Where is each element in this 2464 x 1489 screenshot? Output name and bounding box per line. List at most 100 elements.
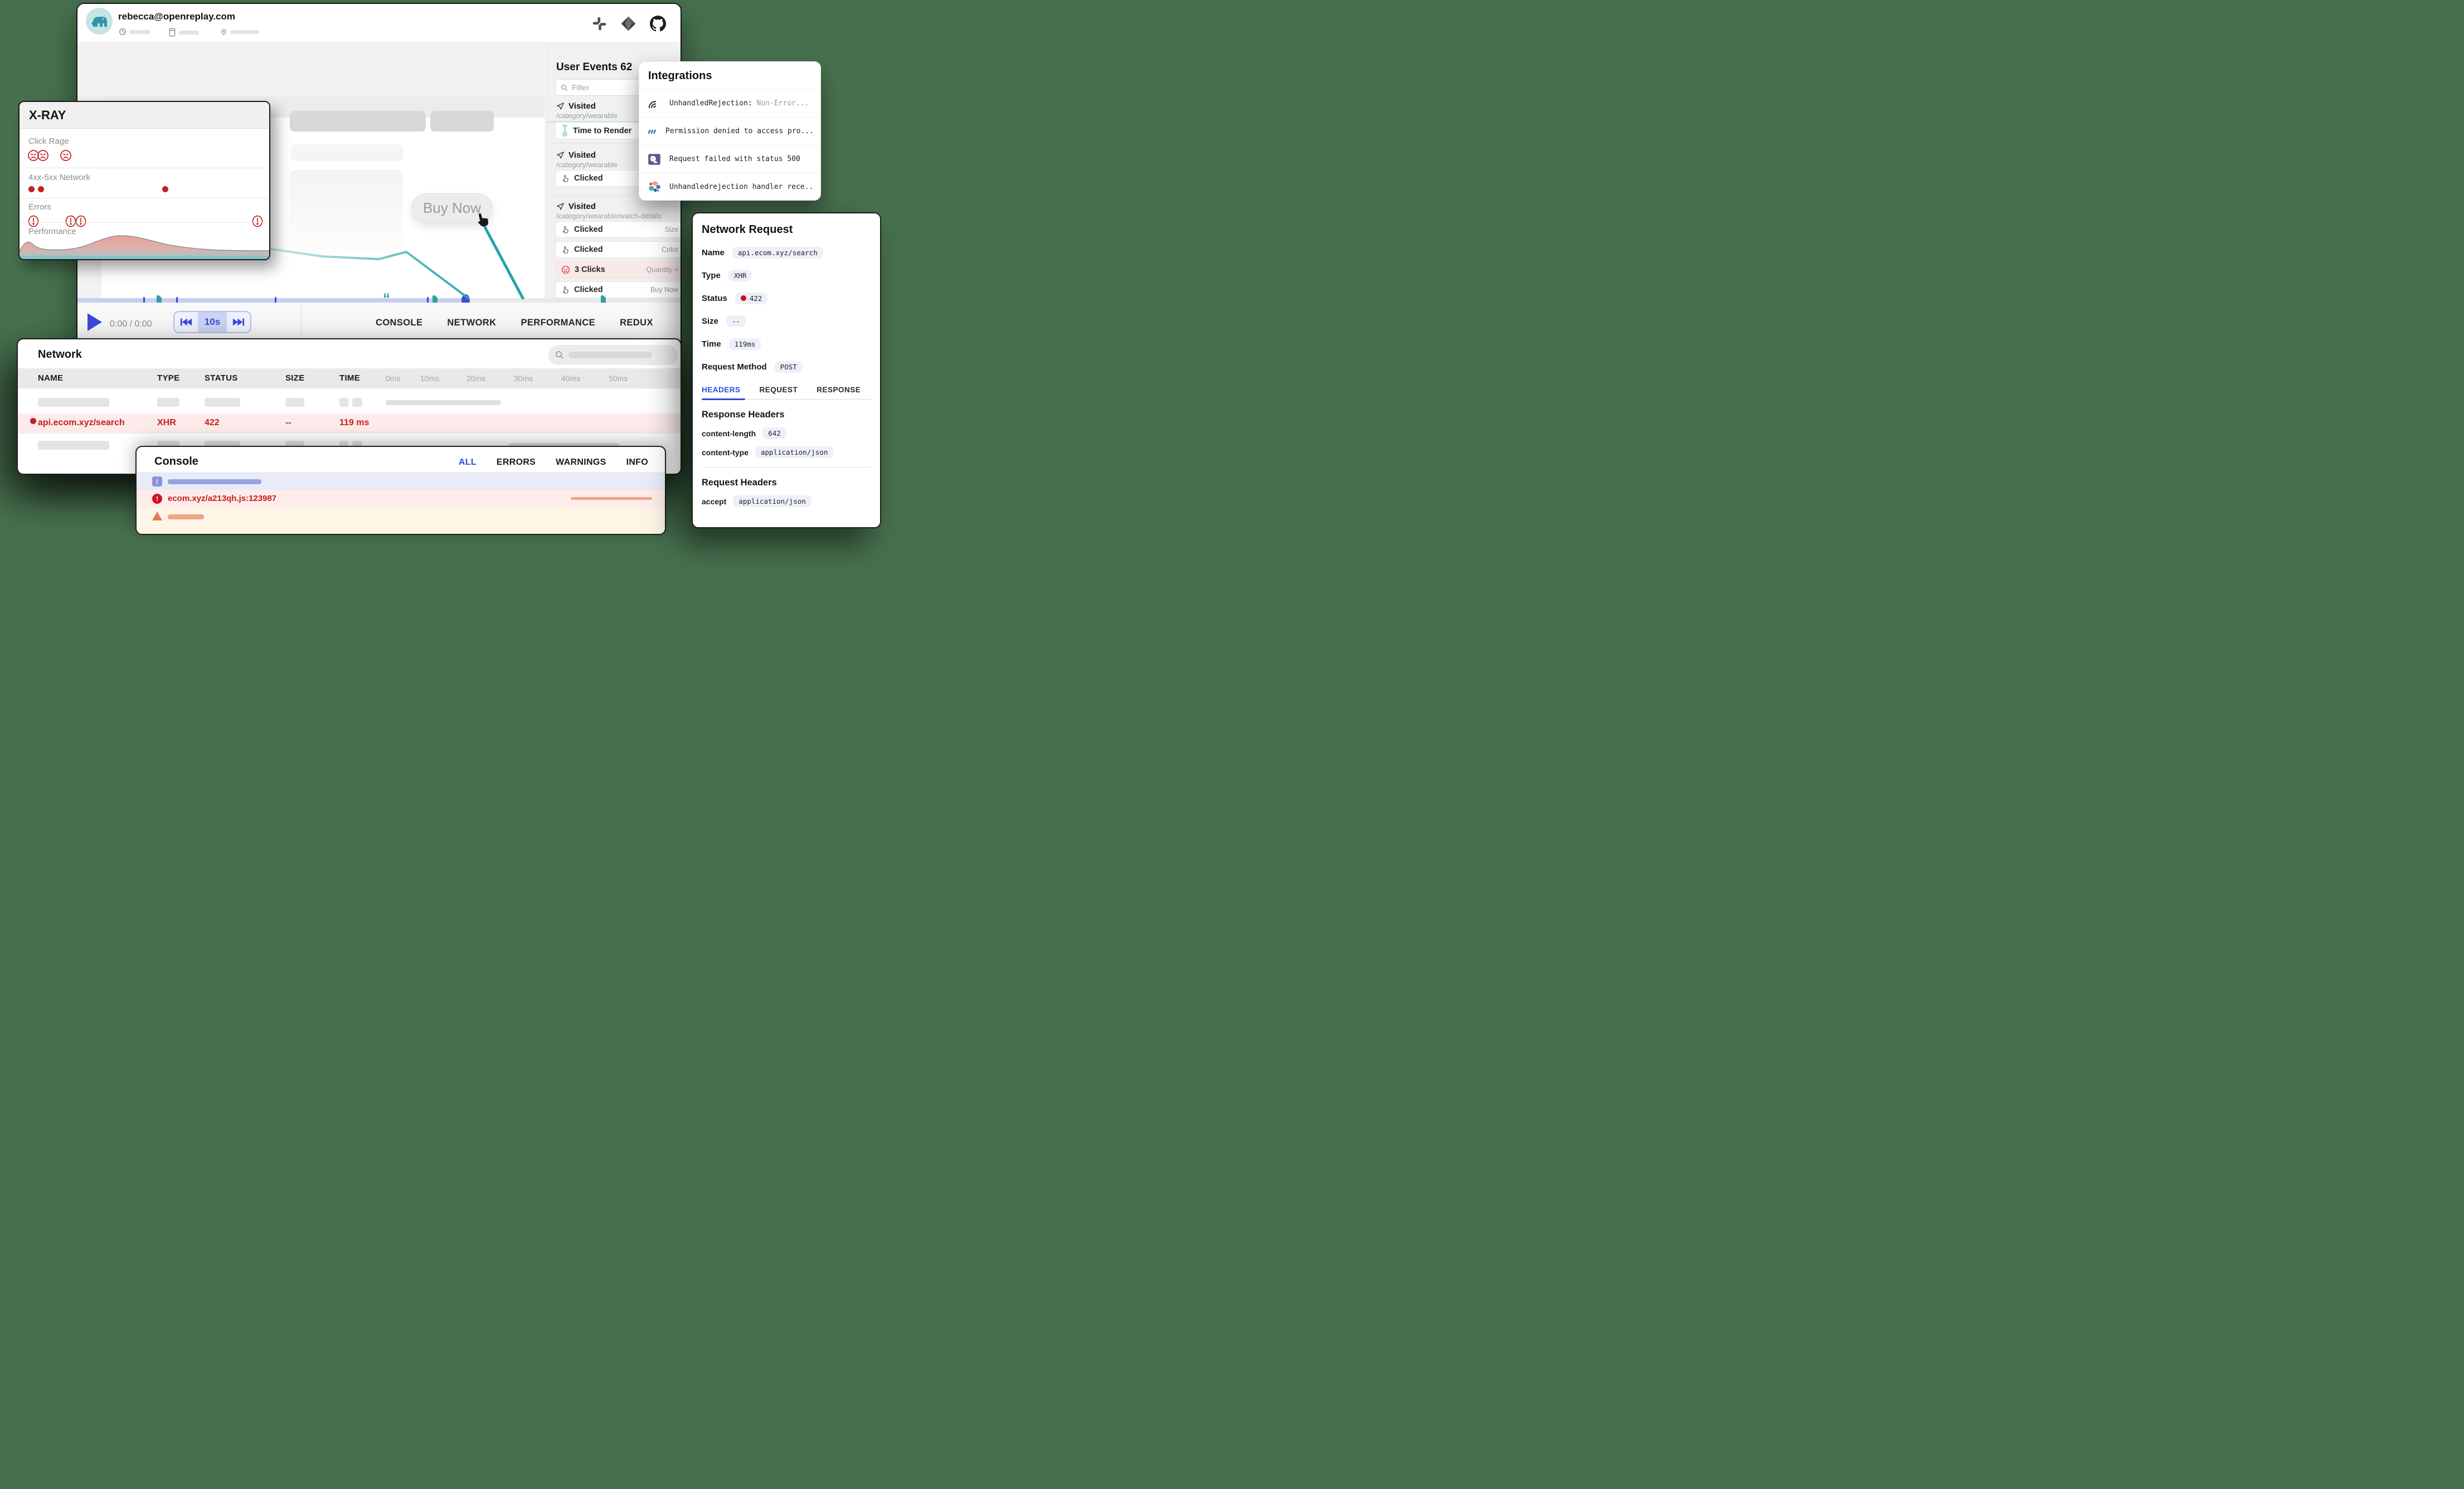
network-error-dot	[38, 186, 44, 192]
tab-network[interactable]: NETWORK	[447, 318, 497, 328]
sentry-icon	[648, 100, 657, 108]
response-headers-title: Response Headers	[702, 410, 785, 420]
timing-accent-line	[547, 121, 681, 123]
timeline-event-tick[interactable]	[427, 297, 429, 304]
navigate-icon	[557, 203, 564, 210]
play-button[interactable]	[88, 313, 102, 331]
tab-redux[interactable]: REDUX	[620, 318, 653, 328]
error-icons	[28, 215, 263, 227]
integration-row-datadog[interactable]: Request failed with status 500	[639, 145, 820, 173]
skip-controls: 10s	[173, 311, 251, 333]
events-divider	[547, 195, 681, 196]
integrations-title: Integrations	[648, 70, 712, 82]
timeline-quote-marker[interactable]: “	[383, 290, 390, 306]
field-status-value: 422	[735, 292, 768, 304]
header-accept: accept application/json	[702, 495, 871, 507]
info-icon: i	[152, 476, 162, 486]
buy-now-button[interactable]: Buy Now	[411, 193, 493, 222]
field-size-value: --	[726, 315, 746, 327]
timeline-note-marker[interactable]	[157, 295, 162, 305]
integration-row-sentry[interactable]: UnhandledRejection: Non-Error...	[639, 89, 820, 117]
xray-network-label: 4xx-5xx Network	[28, 173, 90, 182]
skip-forward-button[interactable]	[227, 312, 250, 332]
skip-back-button[interactable]	[174, 312, 198, 332]
diamond-icon[interactable]	[620, 16, 636, 32]
integration-message: Permission denied to access pro...	[665, 127, 814, 135]
console-warning-row[interactable]	[137, 507, 665, 534]
col-status[interactable]: STATUS	[205, 373, 238, 383]
user-avatar	[86, 8, 113, 35]
player-timeline[interactable]: “	[77, 291, 681, 306]
rage-face-icons	[28, 150, 71, 161]
xray-errors-label: Errors	[28, 202, 51, 212]
clicked-color-card[interactable]: Clicked Color	[555, 241, 681, 258]
col-time[interactable]: TIME	[339, 373, 361, 383]
scale-20ms: 20ms	[466, 374, 486, 383]
events-filter-field[interactable]	[572, 83, 655, 92]
col-type[interactable]: TYPE	[157, 373, 180, 383]
click-hand-icon	[562, 286, 568, 294]
timeline-progress	[77, 298, 465, 303]
click-target: Color	[662, 246, 678, 254]
integration-row-waves[interactable]: Permission denied to access pro...	[639, 117, 820, 145]
tab-headers[interactable]: HEADERS	[702, 386, 741, 394]
rage-clicks-card[interactable]: 3 Clicks Quantity +	[555, 261, 681, 278]
session-location-skeleton	[220, 28, 259, 36]
headers-divider	[702, 467, 871, 468]
scale-10ms: 10ms	[420, 374, 440, 383]
integration-message: Unhandledrejection handler rece..	[669, 183, 814, 191]
click-hand-icon	[562, 174, 568, 182]
integration-row-elastic[interactable]: Unhandledrejection handler rece..	[639, 173, 820, 200]
tab-info[interactable]: INFO	[626, 458, 648, 467]
console-info-row[interactable]: i	[137, 473, 665, 490]
navigate-icon	[557, 103, 564, 110]
tab-warnings[interactable]: WARNINGS	[556, 458, 606, 467]
network-error-row[interactable]: api.ecom.xyz/search XHR 422 -- 119 ms	[18, 413, 681, 434]
col-name[interactable]: NAME	[38, 373, 64, 383]
header-content-length: content-length 642	[702, 427, 871, 439]
event-visited-1[interactable]: Visited	[556, 101, 596, 111]
event-visited-3[interactable]: Visited	[556, 202, 596, 211]
warn-skeleton	[168, 514, 204, 519]
tab-console[interactable]: CONSOLE	[376, 318, 423, 328]
mock-product-image-skeleton	[290, 170, 403, 255]
tab-all[interactable]: ALL	[458, 458, 477, 467]
devtools-tabs: CONSOLE NETWORK PERFORMANCE REDUX	[376, 318, 677, 328]
network-title: Network	[38, 348, 82, 361]
field-type: Type XHR	[702, 269, 871, 282]
request-panel-title: Network Request	[702, 223, 793, 236]
clicked-buynow-card[interactable]: Clicked Buy Now	[555, 281, 681, 298]
field-status: Status 422	[702, 291, 871, 305]
log-skeleton	[168, 479, 261, 484]
slack-icon[interactable]	[592, 16, 607, 31]
network-panel: Network NAME TYPE STATUS SIZE TIME 0ms 1…	[17, 338, 682, 475]
field-method-value: POST	[774, 361, 803, 373]
xray-title: X-RAY	[29, 108, 66, 122]
console-error-row[interactable]: ! ecom.xyz/a213qh.js:123987	[137, 490, 665, 507]
xray-panel: X-RAY Click Rage 4xx-5xx Network Errors	[18, 101, 270, 260]
clicked-size-card[interactable]: Clicked Size	[555, 221, 681, 238]
github-icon[interactable]	[650, 16, 666, 32]
network-search[interactable]	[548, 345, 678, 365]
integrations-panel: Integrations UnhandledRejection: Non-Err…	[639, 61, 821, 201]
tab-request[interactable]: REQUEST	[759, 386, 798, 394]
datadog-icon	[648, 153, 660, 165]
cursor-hand-icon	[478, 213, 488, 227]
skip-amount[interactable]: 10s	[198, 312, 227, 332]
err-name: api.ecom.xyz/search	[38, 418, 125, 427]
tab-errors[interactable]: ERRORS	[496, 458, 536, 467]
event-visited-2[interactable]: Visited	[556, 150, 596, 160]
mock-heading-skeleton-2	[430, 111, 494, 132]
tab-response[interactable]: RESPONSE	[817, 386, 861, 394]
timeline-event-tick[interactable]	[275, 297, 276, 304]
timeline-event-tick[interactable]	[176, 297, 178, 304]
header-content-type: content-type application/json	[702, 446, 871, 458]
col-size[interactable]: SIZE	[285, 373, 305, 383]
err-status: 422	[205, 418, 220, 427]
field-time: Time 119ms	[702, 337, 871, 351]
tab-performance[interactable]: PERFORMANCE	[521, 318, 596, 328]
scale-50ms: 50ms	[609, 374, 628, 383]
timeline-event-tick[interactable]	[143, 297, 145, 304]
timeline-note-marker[interactable]	[601, 295, 606, 305]
user-events-title: User Events 62	[556, 61, 633, 73]
